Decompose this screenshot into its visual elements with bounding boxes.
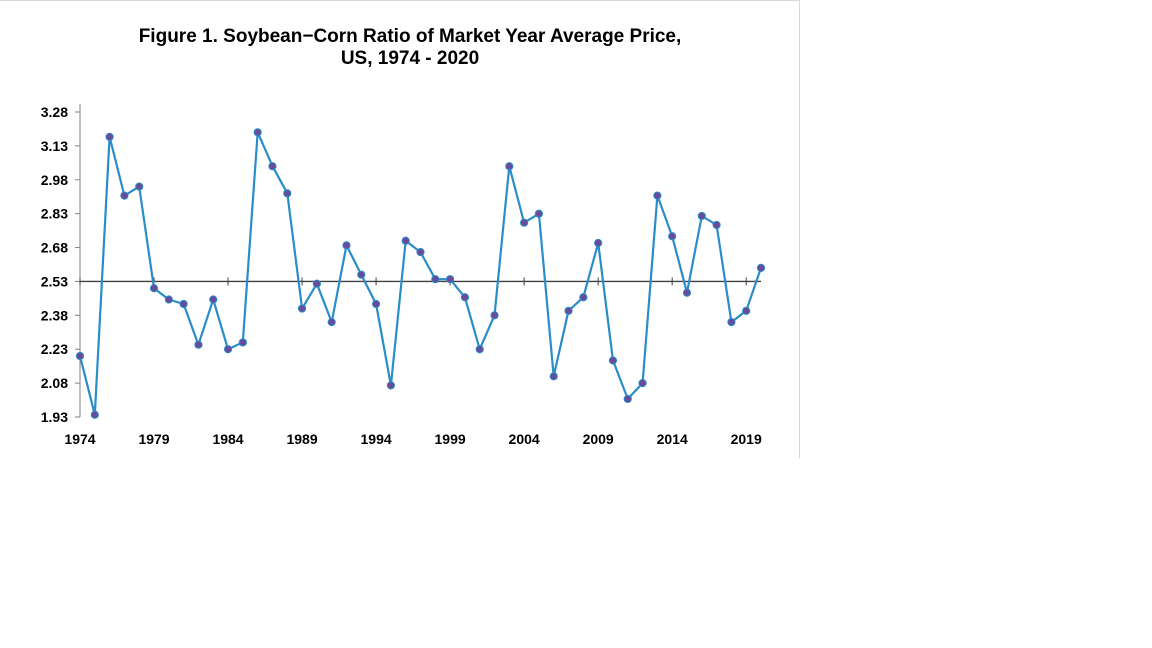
- axes-layer: 3.28 3.13 2.98 2.83 2.68 2.53 2.38 2.23 2.08 1.93…: [41, 104, 762, 447]
- y-tick-label: 2.38: [41, 307, 68, 323]
- series-layer: [75, 128, 766, 419]
- x-tick-label: 1994: [361, 431, 392, 447]
- data-point: [505, 162, 514, 171]
- y-tick-label: 2.68: [41, 240, 68, 256]
- chart-svg: Figure 1. Soybean−Corn Ratio of Market Y…: [41, 26, 766, 447]
- x-tick-label: 2009: [583, 431, 614, 447]
- data-point: [90, 410, 99, 419]
- data-point: [475, 345, 484, 354]
- data-point: [446, 275, 455, 284]
- chart-title-line-2: US, 1974 - 2020: [341, 48, 479, 69]
- data-point: [460, 293, 470, 302]
- data-point: [594, 238, 603, 248]
- data-point: [223, 345, 233, 354]
- data-point: [697, 211, 706, 221]
- data-point: [727, 318, 736, 327]
- data-point: [712, 220, 721, 230]
- chart-title-line-1: Figure 1. Soybean−Corn Ratio of Market Y…: [139, 26, 682, 47]
- data-point: [386, 381, 395, 390]
- data-point: [579, 293, 588, 302]
- data-point: [105, 132, 114, 141]
- data-point: [238, 338, 247, 347]
- data-point: [253, 128, 262, 137]
- data-point: [682, 288, 692, 297]
- data-point: [268, 162, 277, 171]
- data-point: [756, 263, 766, 272]
- data-point: [549, 372, 558, 381]
- data-point: [327, 318, 336, 327]
- data-point: [534, 209, 544, 218]
- x-tick-label: 1984: [212, 431, 243, 447]
- x-tick-label: 1979: [138, 431, 169, 447]
- x-tick-label: 2004: [509, 431, 540, 447]
- data-point: [431, 275, 440, 284]
- series-line: [78, 131, 763, 416]
- x-tick-label: 2014: [657, 431, 688, 447]
- y-tick-label: 3.28: [41, 104, 68, 120]
- data-point: [149, 284, 159, 293]
- data-point: [194, 340, 203, 349]
- x-tick-label: 2019: [731, 431, 762, 447]
- y-tick-label: 2.08: [41, 375, 68, 391]
- data-point: [371, 299, 381, 309]
- data-point: [209, 295, 218, 304]
- data-point: [416, 247, 425, 257]
- data-point: [283, 189, 292, 198]
- x-tick-label: 1989: [286, 431, 317, 447]
- data-point: [342, 241, 351, 250]
- data-point: [357, 270, 366, 279]
- data-point: [668, 232, 677, 241]
- y-tick-label: 2.53: [41, 273, 68, 289]
- data-point: [135, 182, 144, 191]
- y-tick-label: 2.98: [41, 172, 68, 188]
- data-point: [564, 306, 573, 315]
- x-tick-label: 1999: [435, 431, 466, 447]
- data-point: [75, 351, 85, 361]
- data-point: [179, 299, 188, 309]
- x-tick-label: 1974: [64, 431, 95, 447]
- data-point: [638, 379, 647, 388]
- data-point: [164, 295, 173, 304]
- y-tick-label: 1.93: [41, 409, 68, 425]
- data-point: [120, 191, 129, 200]
- data-point: [520, 218, 529, 227]
- data-point: [401, 236, 410, 245]
- data-point: [297, 304, 307, 313]
- y-tick-label: 2.83: [41, 206, 68, 222]
- data-point: [608, 356, 618, 365]
- data-point: [623, 394, 632, 404]
- data-point: [312, 279, 321, 288]
- data-point: [653, 191, 662, 200]
- data-point: [490, 311, 499, 320]
- y-tick-label: 3.13: [41, 138, 68, 154]
- chart-figure: Figure 1. Soybean−Corn Ratio of Market Y…: [0, 0, 800, 458]
- y-tick-label: 2.23: [41, 341, 68, 357]
- data-point: [742, 306, 751, 315]
